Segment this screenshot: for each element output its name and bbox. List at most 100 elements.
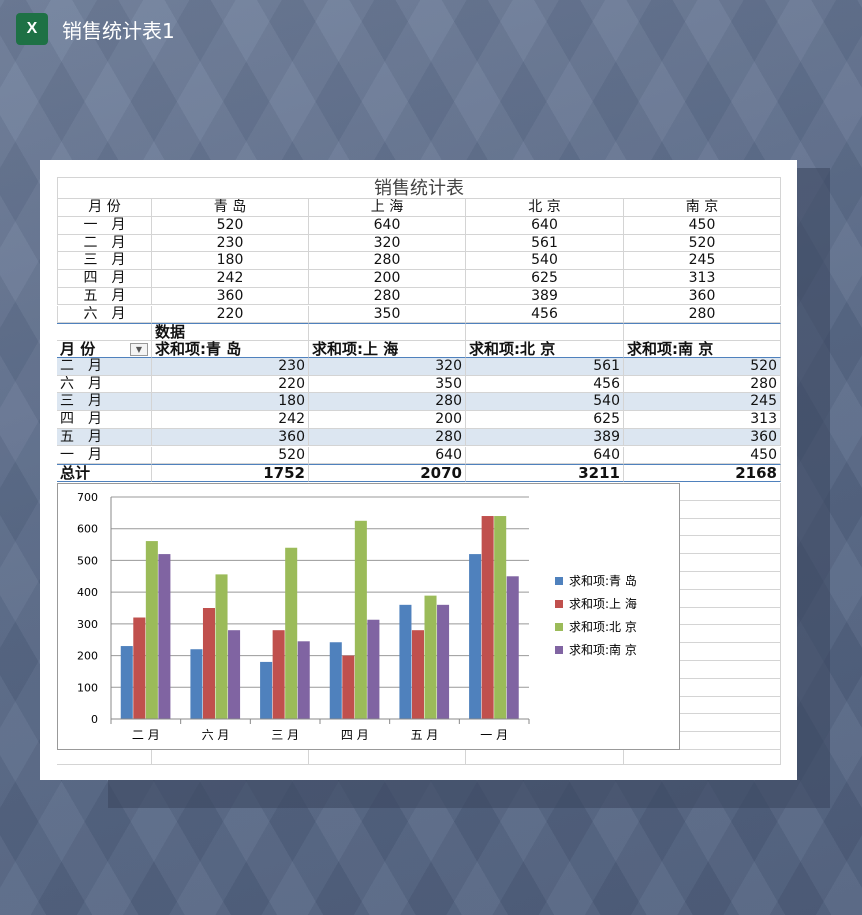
table-cell[interactable]: 220 [152,305,309,324]
empty-cell[interactable] [680,500,781,519]
pivot-cell[interactable]: 二 月 [57,358,152,376]
empty-cell[interactable] [309,750,466,765]
pivot-cell[interactable]: 520 [624,358,781,376]
pivot-cell[interactable]: 五 月 [57,428,152,447]
table-cell[interactable]: 245 [624,252,781,271]
table-cell[interactable]: 561 [466,234,624,253]
empty-cell[interactable] [680,678,781,697]
bar[interactable] [190,649,203,719]
empty-cell[interactable] [680,589,781,608]
empty-cell[interactable] [57,750,152,765]
pivot-column-header[interactable]: 求和项:青 岛 [152,341,309,358]
table-cell[interactable]: 360 [152,287,309,306]
pivot-row-field-filter[interactable]: 月 份 [57,341,152,358]
table-cell[interactable]: 389 [466,287,624,306]
empty-cell[interactable] [680,607,781,626]
pivot-cell[interactable]: 360 [152,428,309,447]
pivot-total-cell[interactable]: 总计 [57,464,152,482]
table-cell[interactable]: 280 [309,252,466,271]
pivot-cell[interactable]: 220 [152,375,309,394]
column-header[interactable]: 北 京 [466,199,624,217]
table-cell[interactable]: 230 [152,234,309,253]
pivot-total-cell[interactable]: 2168 [624,464,781,482]
table-cell[interactable]: 一 月 [57,217,152,235]
bar[interactable] [469,554,482,719]
empty-cell[interactable] [680,696,781,715]
table-cell[interactable]: 540 [466,252,624,271]
bar[interactable] [228,630,241,719]
empty-cell[interactable] [680,625,781,644]
bar[interactable] [215,574,228,719]
bar[interactable] [202,608,215,719]
pivot-cell[interactable]: 313 [624,411,781,429]
table-cell[interactable]: 280 [309,287,466,306]
table-cell[interactable]: 280 [624,305,781,324]
bar[interactable] [297,641,310,719]
pivot-cell[interactable]: 350 [309,375,466,394]
pivot-cell[interactable]: 六 月 [57,375,152,394]
pivot-cell[interactable]: 450 [624,446,781,465]
pivot-cell[interactable]: 200 [309,411,466,429]
pivot-cell[interactable]: 180 [152,393,309,412]
pivot-corner[interactable] [57,323,152,341]
table-cell[interactable]: 456 [466,305,624,324]
empty-cell[interactable] [680,518,781,537]
empty-cell[interactable] [680,536,781,555]
bar[interactable] [367,619,380,719]
pivot-cell[interactable]: 一 月 [57,446,152,465]
pivot-total-cell[interactable]: 1752 [152,464,309,482]
table-cell[interactable]: 520 [152,217,309,235]
pivot-blank[interactable] [624,323,781,341]
dropdown-arrow-icon[interactable]: ▼ [130,343,148,356]
bar[interactable] [494,516,507,719]
bar[interactable] [424,595,437,719]
table-cell[interactable]: 640 [466,217,624,235]
table-cell[interactable]: 350 [309,305,466,324]
empty-cell[interactable] [680,661,781,679]
bar[interactable] [158,554,171,719]
empty-cell[interactable] [680,643,781,661]
column-chart[interactable]: 0 100 200 300 400 500 600 700 二 月 六 月 三 月 四 月 五 月 一 月… [57,483,680,750]
table-cell[interactable]: 四 月 [57,270,152,288]
pivot-cell[interactable]: 四 月 [57,411,152,429]
pivot-cell[interactable]: 320 [309,358,466,376]
pivot-cell[interactable]: 389 [466,428,624,447]
bar[interactable] [260,661,273,719]
column-header[interactable]: 南 京 [624,199,781,217]
pivot-cell[interactable]: 245 [624,393,781,412]
pivot-column-header[interactable]: 求和项:上 海 [309,341,466,358]
pivot-column-header[interactable]: 求和项:北 京 [466,341,624,358]
pivot-cell[interactable]: 280 [309,428,466,447]
bar[interactable] [437,604,450,719]
table-cell[interactable]: 313 [624,270,781,288]
table-cell[interactable]: 180 [152,252,309,271]
table-cell[interactable]: 520 [624,234,781,253]
table-cell[interactable]: 三 月 [57,252,152,271]
table-cell[interactable]: 625 [466,270,624,288]
bar[interactable] [399,604,412,719]
bar[interactable] [354,520,367,719]
pivot-cell[interactable]: 360 [624,428,781,447]
column-header[interactable]: 上 海 [309,199,466,217]
table-cell[interactable]: 五 月 [57,287,152,306]
bar[interactable] [145,541,158,719]
empty-cell[interactable] [152,750,309,765]
table-cell[interactable]: 200 [309,270,466,288]
empty-cell[interactable] [680,483,781,501]
column-header[interactable]: 青 岛 [152,199,309,217]
table-cell[interactable]: 640 [309,217,466,235]
table-cell[interactable]: 320 [309,234,466,253]
pivot-blank[interactable] [309,323,466,341]
pivot-data-label[interactable]: 数据 [152,323,309,341]
bar[interactable] [329,642,342,719]
pivot-cell[interactable]: 三 月 [57,393,152,412]
empty-cell[interactable] [680,572,781,590]
pivot-cell[interactable]: 280 [624,375,781,394]
pivot-column-header[interactable]: 求和项:南 京 [624,341,781,358]
pivot-cell[interactable]: 561 [466,358,624,376]
bar[interactable] [506,576,519,719]
table-cell[interactable]: 242 [152,270,309,288]
empty-cell[interactable] [680,554,781,572]
pivot-cell[interactable]: 280 [309,393,466,412]
pivot-cell[interactable]: 242 [152,411,309,429]
